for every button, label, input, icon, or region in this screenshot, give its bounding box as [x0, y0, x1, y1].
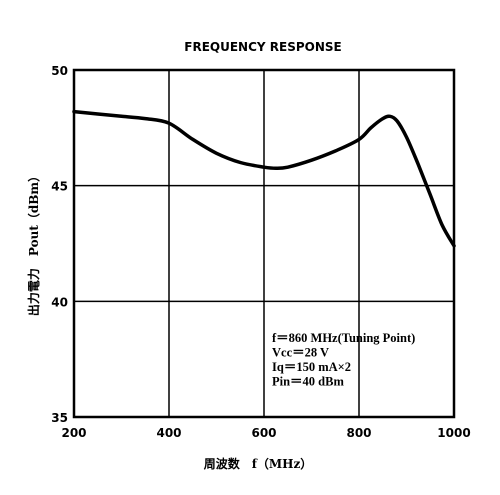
y-axis-label: 出力電力 Pout（dBm） — [26, 170, 41, 316]
annotation-line: Vcc＝28 V — [272, 346, 329, 360]
y-tick-label: 35 — [51, 411, 68, 425]
chart-title: FREQUENCY RESPONSE — [184, 40, 341, 54]
y-tick-label: 40 — [51, 295, 68, 309]
annotation-line: Iq＝150 mA×2 — [272, 360, 351, 374]
x-axis-label: 周波数 f（MHz） — [204, 456, 313, 471]
annotation-line: f＝860 MHz(Tuning Point) — [272, 331, 415, 345]
x-tick-label: 200 — [61, 426, 86, 440]
y-tick-label: 50 — [51, 64, 68, 78]
annotation-line: Pin＝40 dBm — [272, 375, 344, 389]
x-tick-label: 800 — [346, 426, 371, 440]
series-line — [72, 109, 456, 248]
x-tick-label: 600 — [251, 426, 276, 440]
x-tick-label: 400 — [156, 426, 181, 440]
x-tick-label: 1000 — [437, 426, 470, 440]
conditions-annotation: f＝860 MHz(Tuning Point)Vcc＝28 VIq＝150 mA… — [272, 331, 415, 389]
x-tick-labels: 200 400 600 800 1000 — [61, 426, 470, 440]
y-tick-label: 45 — [51, 180, 68, 194]
y-tick-labels: 50 45 40 35 — [51, 64, 68, 425]
